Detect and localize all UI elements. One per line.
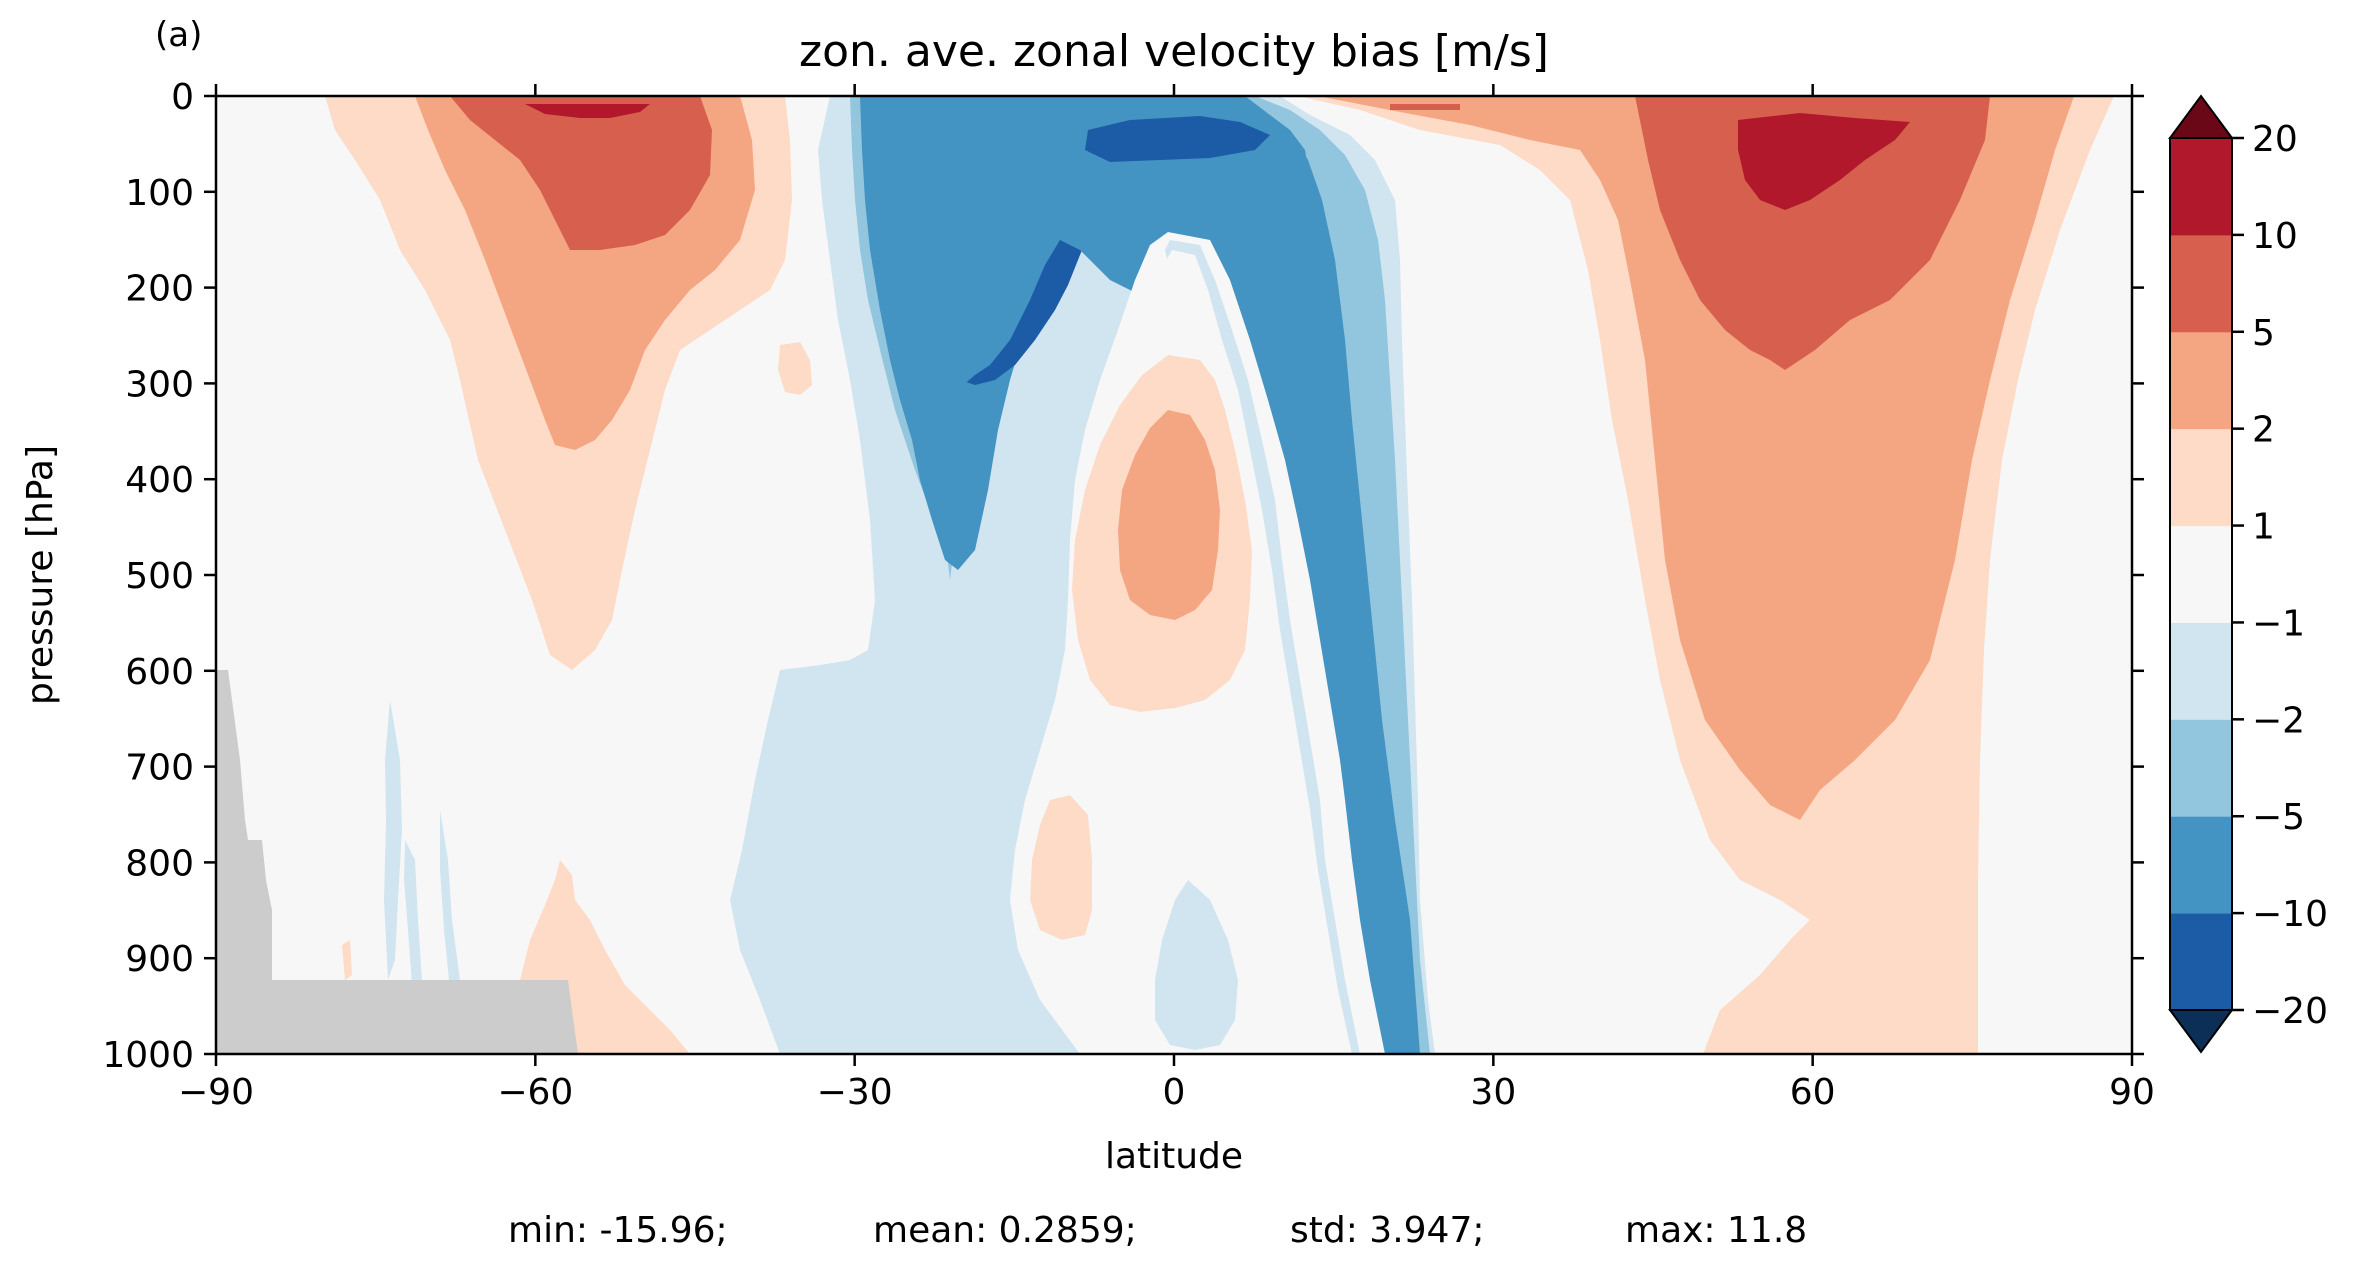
colorbar-tick-label: 1 (2252, 507, 2275, 548)
colorbar-segment (2170, 234, 2232, 333)
colorbar: −20 −10 −5 −2 −1 1 2 5 10 20 (2168, 94, 2328, 1054)
contour-plot (216, 96, 2132, 1054)
x-tick-label: 90 (2109, 1072, 2155, 1113)
colorbar-segment (2170, 331, 2232, 430)
contour-trop-minus10-top (1085, 116, 1270, 162)
contour-sh-10 (525, 104, 650, 118)
contour-lowtrop-minus1 (1155, 880, 1238, 1050)
stat-min: min: -15.96; (508, 1210, 728, 1251)
contour-nh-low-2 (1710, 930, 1810, 1054)
masked-topography (216, 670, 578, 1054)
contour-sh-5 (450, 96, 712, 250)
stat-max: max: 11.8 (1625, 1210, 1807, 1251)
contour-sh-small-1 (778, 342, 812, 395)
y-tick-label: 400 (125, 460, 194, 501)
colorbar-tick-label: 20 (2252, 119, 2298, 160)
colorbar-segment (2170, 622, 2232, 720)
colorbar-tick-label: −1 (2252, 603, 2305, 644)
y-tick-label: 700 (125, 748, 194, 789)
colorbar-tick-label: −20 (2252, 991, 2328, 1032)
contour-trop-minus10-body (880, 96, 1310, 388)
contour-sh-low-minus1c (440, 810, 460, 990)
y-tick-label: 800 (125, 843, 194, 884)
x-axis: −90 −60 −30 0 30 60 90 (178, 84, 2155, 1113)
contour-nh-10 (1738, 113, 1910, 210)
contour-sh-low-1b (342, 940, 352, 980)
colorbar-tick-label: 5 (2252, 313, 2275, 354)
x-tick-label: −90 (178, 1072, 254, 1113)
contour-sh-low-minus1a (384, 700, 402, 980)
x-tick-label: 0 (1163, 1072, 1186, 1113)
y-tick-label: 600 (125, 652, 194, 693)
contour-sh-low-minus1b (404, 840, 422, 985)
x-tick-label: −30 (817, 1072, 893, 1113)
colorbar-segment (2170, 428, 2232, 527)
y-tick-label: 200 (125, 269, 194, 310)
y-tick-label: 1000 (102, 1035, 194, 1076)
colorbar-tick-label: −10 (2252, 894, 2328, 935)
colorbar-under-triangle (2168, 1009, 2234, 1054)
chart-title: zon. ave. zonal velocity bias [m/s] (799, 26, 1549, 77)
colorbar-over-triangle (2168, 94, 2234, 139)
y-tick-label: 100 (125, 173, 194, 214)
panel-label: (a) (155, 15, 202, 55)
colorbar-tick-label: −5 (2252, 797, 2305, 838)
contour-equator-2 (1118, 410, 1220, 620)
colorbar-segment (2170, 913, 2232, 1011)
colorbar-segment (2170, 719, 2232, 817)
y-tick-label: 0 (171, 77, 194, 118)
colorbar-segment (2170, 138, 2232, 236)
y-axis: 0 100 200 300 400 500 600 700 800 900 1000 (102, 77, 2144, 1076)
colorbar-tick-label: 2 (2252, 410, 2275, 451)
contour-nh-5 (1635, 96, 1990, 370)
x-tick-label: 60 (1790, 1072, 1836, 1113)
colorbar-segment (2170, 816, 2232, 914)
y-axis-label: pressure [hPa] (20, 445, 61, 705)
stat-mean: mean: 0.2859; (873, 1210, 1137, 1251)
contour-nh-10-top (1390, 104, 1460, 110)
colorbar-tick-label: −2 (2252, 700, 2305, 741)
contour-lowtrop-1 (1030, 795, 1092, 940)
colorbar-frame (2169, 137, 2233, 1011)
x-axis-label: latitude (1105, 1136, 1243, 1177)
y-tick-label: 300 (125, 364, 194, 405)
colorbar-segment (2170, 525, 2232, 623)
y-tick-label: 500 (125, 556, 194, 597)
x-tick-label: −60 (497, 1072, 573, 1113)
y-tick-label: 900 (125, 939, 194, 980)
x-tick-label: 30 (1470, 1072, 1516, 1113)
colorbar-tick-label: 10 (2252, 216, 2298, 257)
stat-std: std: 3.947; (1290, 1210, 1484, 1251)
